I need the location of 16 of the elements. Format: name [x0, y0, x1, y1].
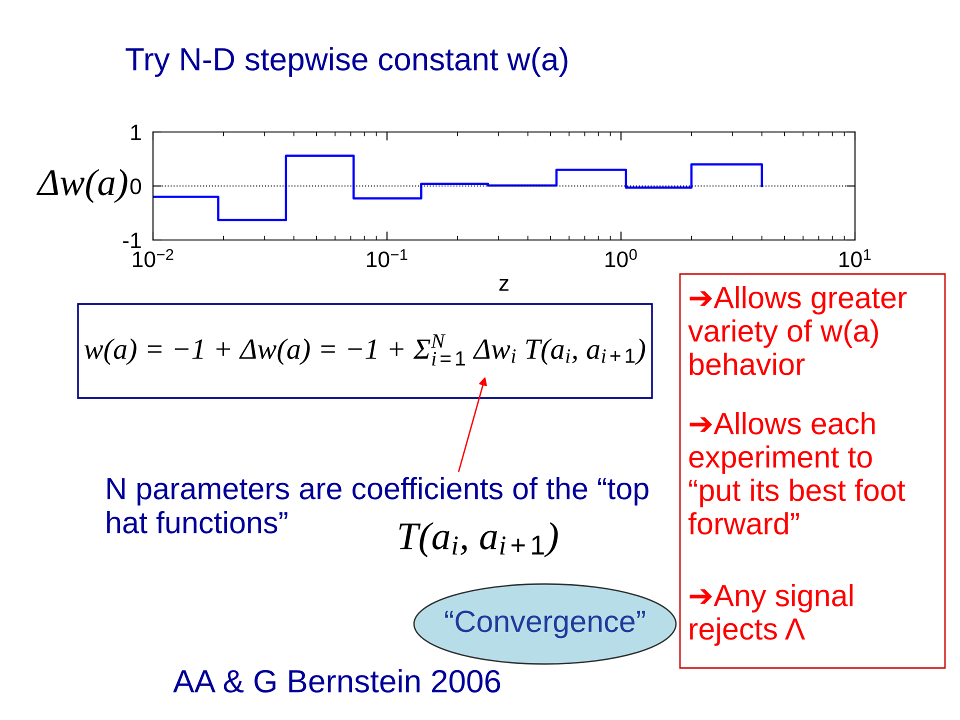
- y-tick-label: 0: [130, 178, 142, 194]
- y-axis-title: Δw(a): [36, 168, 128, 204]
- text: AA & G Bernstein 2006: [173, 669, 500, 693]
- x-tick-label: 10$^{−2}$: [133, 248, 174, 268]
- x-axis-title: z: [499, 278, 508, 291]
- y-tick-label: 1: [131, 124, 141, 140]
- x-tick-label: 10$^{0}$: [606, 248, 637, 268]
- x-tick-label: 10$^{1}$: [840, 249, 871, 268]
- text: ➔Any signal rejects Λ: [690, 584, 853, 646]
- text: w(a) = −1 + Δw(a) = −1 + Σ$^{N}$$_{i=1}$ Δw$_{i}$ T(a$_{i}$, a$_{i+1}$): [84, 334, 646, 366]
- text: “Convergence”: [445, 610, 645, 638]
- y-tick-label: -1: [123, 232, 141, 248]
- text: ➔Allows each experiment to “put its best foot forward”: [688, 412, 906, 535]
- chart-title: Try N-D stepwise constant w(a): [126, 47, 568, 77]
- text: ➔Allows greater variety of w(a) behavior: [688, 286, 907, 376]
- x-tick-label: 10$^{−1}$: [367, 249, 408, 268]
